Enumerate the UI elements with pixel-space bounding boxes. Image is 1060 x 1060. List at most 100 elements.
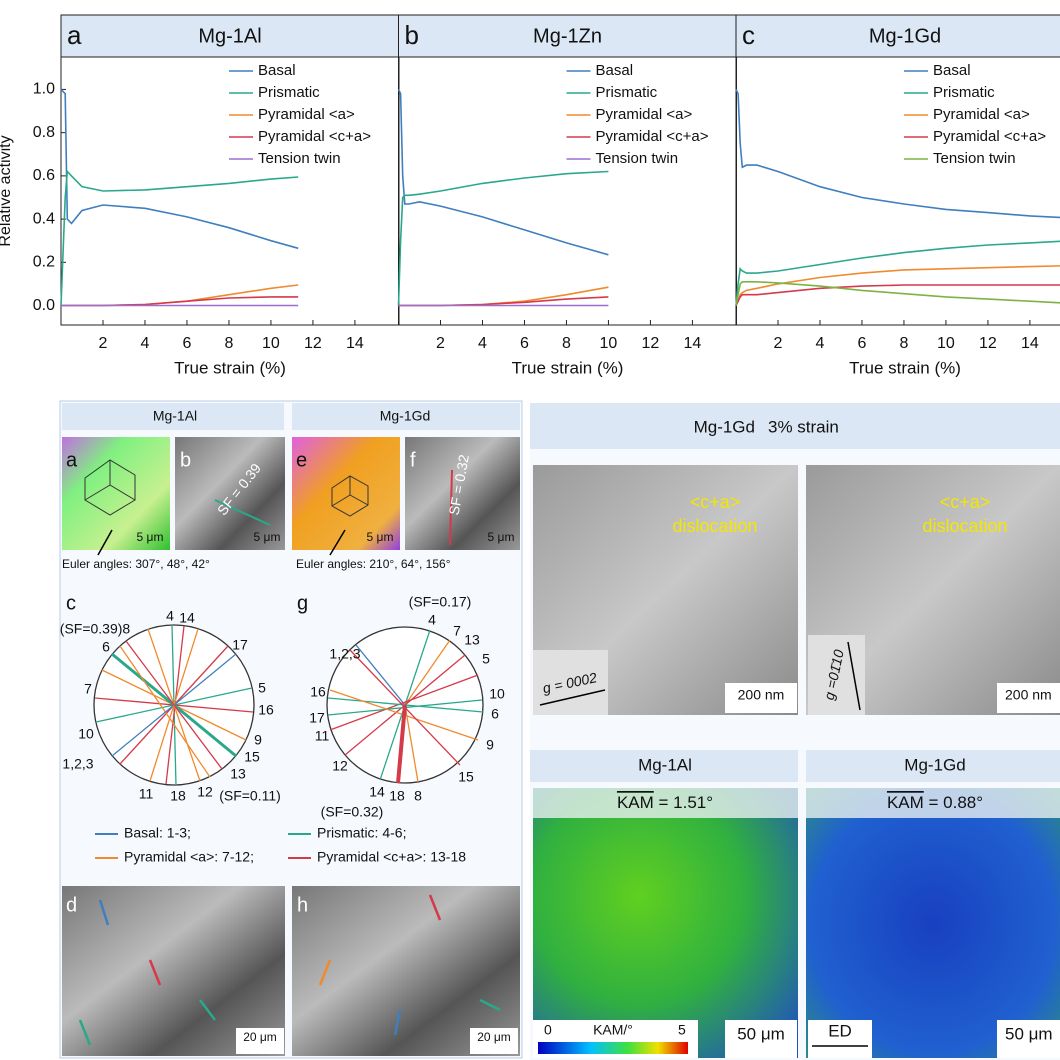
scale-box	[725, 683, 797, 713]
x-axis-label: True strain (%)	[849, 358, 961, 377]
x-tick-label: 4	[141, 335, 150, 352]
colorbar-label: 0	[544, 1022, 552, 1038]
plot-frame	[398, 56, 737, 326]
panel-label: h	[297, 894, 308, 916]
scale-label: 200 nm	[1005, 687, 1052, 703]
chart-title: Mg-1Zn	[533, 25, 602, 47]
pole-label: 15	[458, 769, 474, 785]
y-tick-label: 0.4	[33, 210, 55, 227]
ed-label: ED	[828, 1021, 852, 1040]
y-tick-label: 0.0	[33, 297, 55, 314]
header: Mg-1Al	[153, 408, 197, 424]
header-strip	[806, 750, 1060, 782]
panel-label: c	[742, 20, 755, 50]
scale-box	[997, 683, 1060, 713]
annotation: <c+a>	[690, 492, 741, 512]
scale-label: 5 μm	[488, 530, 515, 544]
slip-traces	[78, 894, 501, 1046]
header-strip	[735, 14, 1060, 58]
sem-image	[175, 437, 285, 550]
scale-box	[808, 1020, 872, 1058]
pole-label: 11	[315, 728, 330, 744]
charts: a Mg-1Al 2 4 6 8 10 12 14 True strain (%) 0.0 0.2 0.…	[0, 14, 1060, 377]
header-strip	[62, 403, 284, 430]
scale-label: 200 nm	[738, 687, 785, 703]
scale-label: 5 μm	[367, 530, 394, 544]
pole-label: 11	[139, 786, 154, 802]
legend-label: Basal: 1-3;	[124, 825, 191, 841]
legend-label: Basal	[596, 62, 634, 79]
g-arrow	[847, 641, 861, 711]
sem-image	[405, 437, 520, 550]
x-tick-label: 14	[346, 335, 364, 352]
x-tick-label: 8	[562, 335, 571, 352]
pole-label: 14	[369, 784, 385, 800]
line	[397, 170, 609, 306]
colorbar-label: 5	[678, 1022, 686, 1038]
scale-box	[725, 1020, 797, 1058]
chart-title: Mg-1Gd	[869, 25, 941, 47]
y-tick-label: 1.0	[33, 81, 55, 98]
line	[735, 284, 1060, 306]
annotation: dislocation	[922, 516, 1007, 536]
kam-symbol: KAM	[617, 793, 654, 812]
panel-label: b	[180, 449, 191, 471]
x-tick-label: 6	[183, 335, 192, 352]
pole-labels: 4 14 17 5 16 9 15 13 (SF=0.11) 12 18 11 …	[60, 594, 505, 820]
x-axis-label: True strain (%)	[174, 358, 286, 377]
pole-label: 16	[310, 684, 326, 700]
legend-label: Pyramidal <a>	[596, 106, 693, 123]
panel-label: e	[296, 449, 307, 471]
y-axis-label: Relative activity	[0, 135, 14, 246]
x-tick-label: 6	[858, 335, 867, 352]
legend-label: Tension twin	[933, 150, 1016, 167]
chart-title: Mg-1Al	[198, 25, 261, 47]
scale-label: 50 μm	[1005, 1024, 1053, 1043]
pole-label: 8	[414, 788, 422, 804]
x-tick-label: 2	[99, 335, 108, 352]
x-tick-label: 8	[899, 335, 908, 352]
legend-label: Tension twin	[258, 150, 341, 167]
pole-label: 12	[332, 758, 348, 774]
crystal	[331, 475, 369, 517]
scale-label: 20 μm	[477, 1030, 511, 1044]
line	[398, 296, 609, 307]
x-axis-label: True strain (%)	[512, 358, 624, 377]
pole-label: 18	[389, 788, 405, 804]
legend-label: Tension twin	[596, 150, 679, 167]
sem-image	[62, 886, 285, 1056]
legend-label: Basal	[258, 62, 296, 79]
x-tick-label: 12	[979, 335, 997, 352]
x-tick-label: 4	[816, 335, 825, 352]
colorbar	[538, 1042, 688, 1054]
plot-frame	[735, 56, 1060, 326]
pole-label: 9	[486, 737, 494, 753]
x-tick-label: 12	[304, 335, 322, 352]
x-tick-label: 6	[520, 335, 529, 352]
pole-label: 6	[491, 706, 499, 722]
sem-image	[292, 886, 520, 1056]
panel-label: f	[410, 449, 416, 471]
pole-label: 18	[170, 788, 186, 804]
pole-label: 15	[244, 749, 260, 765]
x-tick-label: 2	[774, 335, 783, 352]
pole-label: 17	[309, 710, 325, 726]
kam-symbol: KAM	[887, 793, 924, 812]
line	[735, 281, 1060, 306]
kam-map	[533, 788, 798, 1058]
y-tick-label: 0.2	[33, 254, 55, 271]
pole-label: 17	[232, 637, 248, 653]
legend-label: Pyramidal <a>	[258, 106, 355, 123]
pole-label: 5	[482, 651, 490, 667]
trace	[449, 469, 453, 546]
x-tick-label: 2	[436, 335, 445, 352]
scale-label: 5 μm	[137, 530, 164, 544]
label-band	[533, 788, 798, 818]
annotation: <c+a>	[940, 492, 991, 512]
pole-label: 10	[78, 726, 94, 742]
header-strip	[530, 750, 798, 782]
colorbar-label: KAM/°	[593, 1022, 633, 1038]
x-tick-label: 14	[684, 335, 702, 352]
panel-label: a	[67, 20, 82, 50]
